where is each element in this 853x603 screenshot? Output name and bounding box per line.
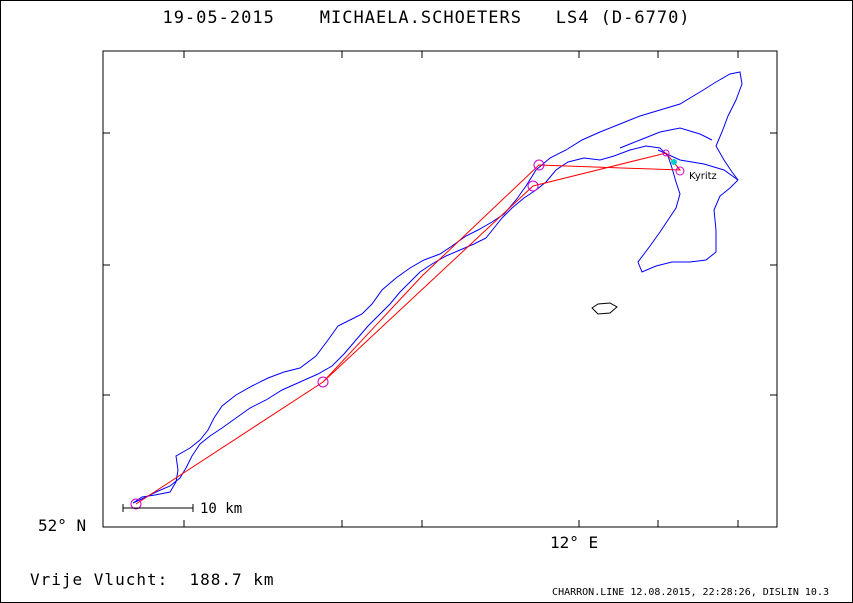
flight-track-detail-2	[619, 127, 713, 149]
scale-bar	[122, 504, 194, 512]
scale-bar-label: 10 km	[200, 501, 242, 517]
axis-ticks	[103, 51, 777, 527]
longitude-label: 12° E	[550, 533, 599, 552]
footer-info: CHARRON.LINE 12.08.2015, 22:28:26, DISLI…	[552, 587, 829, 598]
turnpoint-start	[130, 498, 142, 510]
latitude-label: 52° N	[38, 516, 87, 535]
task-lines	[135, 152, 682, 505]
turnpoint-2	[533, 159, 545, 171]
turnpoint-3	[527, 180, 539, 192]
distance-label: Vrije Vlucht:	[30, 570, 169, 589]
glider-id: LS4 (D-6770)	[555, 8, 691, 28]
turnpoint-1	[317, 376, 329, 388]
distance-value: 188.7 km	[189, 570, 275, 589]
distance-summary: Vrije Vlucht: 188.7 km	[30, 570, 275, 589]
turnpoint-4	[662, 149, 670, 157]
start-marker	[671, 159, 677, 165]
flight-date: 19-05-2015	[162, 8, 275, 28]
turnpoints	[130, 149, 685, 510]
pilot-name: MICHAELA.SCHOETERS	[319, 8, 522, 28]
turnpoint-kyritz	[675, 166, 685, 176]
flight-track	[132, 71, 743, 504]
lake-outline	[591, 302, 618, 315]
flight-track-detail	[657, 149, 739, 181]
flight-title: 19-05-2015 MICHAELA.SCHOETERS LS4 (D-677…	[0, 8, 853, 28]
map-border	[102, 50, 778, 528]
place-label-kyritz: Kyritz	[689, 171, 717, 182]
